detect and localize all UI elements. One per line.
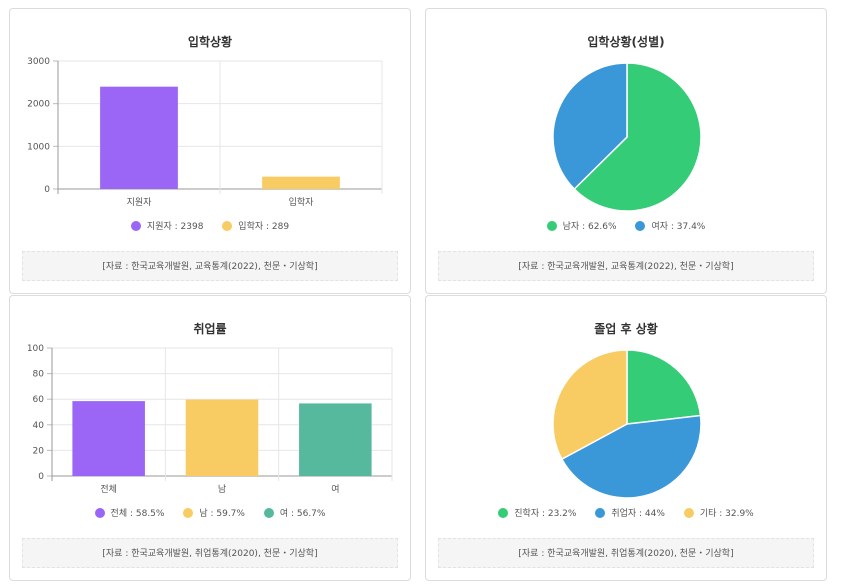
x-tick-label: 여 [331, 483, 339, 495]
chart-title: 입학상황(성별) [587, 35, 665, 49]
legend-label: 취업자 : 44% [611, 509, 665, 519]
bar-2 [185, 399, 259, 476]
x-tick-label: 지원자 [127, 197, 153, 208]
y-tick-label: 80 [33, 370, 45, 380]
x-tick-label: 남 [218, 484, 226, 495]
bar-3 [299, 403, 372, 476]
admission-bar-chart: 0 1000 2000 3000 지원자 입학자 [27, 57, 383, 208]
legend-label: 남자 : 62.6% [562, 222, 617, 232]
legend-label: 기타 : 32.9% [699, 509, 754, 519]
legend-item-admitted[interactable]: 입학자 : 289 [222, 219, 289, 232]
legend-label: 지원자 : 2398 [146, 222, 204, 232]
chart-card-admission-gender: 입학상황(성별) 남자 : 62.6% 여자 : 37.4% [자료 : 한국교… [425, 8, 827, 294]
legend-swatch [683, 507, 694, 518]
legend-swatch [130, 220, 141, 231]
y-tick-label: 0 [38, 472, 44, 482]
legend-swatch [263, 507, 274, 518]
data-source-note: [자료 : 한국교육개발원, 취업통계(2020), 천문・기상학] [438, 538, 814, 568]
legend-item-other[interactable]: 기타 : 32.9% [683, 506, 754, 519]
y-tick-label: 0 [44, 185, 50, 195]
pie-slice-2 [560, 414, 702, 499]
legend-item-further-study[interactable]: 진학자 : 23.2% [498, 506, 576, 519]
legend-swatch [94, 507, 105, 518]
chart-legend: 전체 : 58.5% 남 : 59.7% 여 : 56.7% [10, 506, 410, 519]
chart-legend: 지원자 : 2398 입학자 : 289 [10, 219, 410, 232]
legend-label: 남 : 59.7% [199, 509, 245, 519]
legend-swatch [595, 507, 606, 518]
pie-slice-1 [626, 349, 702, 425]
bar-1 [72, 401, 145, 476]
legend-item-female[interactable]: 여 : 56.7% [263, 506, 326, 519]
x-tick-label: 전체 [100, 484, 117, 495]
pie-slice-3 [552, 349, 628, 461]
y-tick-label: 1000 [27, 142, 50, 152]
data-source-note: [자료 : 한국교육개발원, 취업통계(2020), 천문・기상학] [22, 538, 398, 568]
y-tick-label: 3000 [27, 57, 50, 67]
legend-swatch [222, 220, 233, 231]
legend-label: 입학자 : 289 [238, 222, 290, 232]
legend-item-male[interactable]: 남 : 59.7% [183, 506, 245, 519]
x-tick-label: 입학자 [289, 196, 315, 208]
legend-swatch [546, 220, 557, 231]
legend-label: 진학자 : 23.2% [514, 509, 577, 519]
chart-legend: 진학자 : 23.2% 취업자 : 44% 기타 : 32.9% [426, 506, 826, 519]
chart-title: 취업률 [193, 322, 227, 336]
employment-rate-bar-chart: 0 20 40 60 80 100 전체 남 여 [27, 344, 393, 495]
chart-title: 입학상황 [187, 35, 233, 49]
chart-legend: 남자 : 62.6% 여자 : 37.4% [426, 219, 826, 232]
bar-1 [100, 86, 178, 189]
legend-swatch [635, 220, 646, 231]
after-graduation-pie-chart [552, 349, 702, 499]
bar-2 [262, 176, 340, 189]
legend-label: 여 : 56.7% [279, 509, 326, 519]
chart-card-after-graduation: 졸업 후 상황 진학자 : 23.2% 취업자 : 44% 기타 : 32.9%… [425, 295, 827, 581]
y-tick-label: 100 [27, 344, 44, 354]
admission-gender-pie-chart [552, 62, 702, 212]
legend-item-employed[interactable]: 취업자 : 44% [595, 506, 665, 519]
data-source-note: [자료 : 한국교육개발원, 교육통계(2022), 천문・기상학] [22, 251, 398, 281]
pie-slice-2 [552, 62, 628, 191]
legend-item-total[interactable]: 전체 : 58.5% [94, 506, 165, 519]
y-tick-label: 40 [33, 421, 45, 431]
legend-label: 전체 : 58.5% [110, 509, 165, 519]
y-tick-label: 60 [33, 395, 45, 405]
legend-item-male[interactable]: 남자 : 62.6% [546, 219, 617, 232]
pie-slice-1 [573, 62, 702, 212]
chart-title: 졸업 후 상황 [594, 322, 658, 336]
y-tick-label: 2000 [27, 100, 50, 110]
chart-card-employment-rate: 취업률 0 20 40 60 80 100 전체 남 여 전체 : 58.5% 남 : 59.7… [9, 295, 411, 581]
legend-swatch [183, 507, 194, 518]
legend-label: 여자 : 37.4% [651, 222, 706, 232]
data-source-note: [자료 : 한국교육개발원, 교육통계(2022), 천문・기상학] [438, 251, 814, 281]
legend-swatch [498, 507, 509, 518]
legend-item-female[interactable]: 여자 : 37.4% [635, 219, 705, 232]
y-tick-label: 20 [33, 446, 45, 456]
chart-card-admission: 입학상황 0 1000 2000 3000 지원자 입학자 지원자 : 2398 입학자 … [9, 8, 411, 294]
legend-item-applicants[interactable]: 지원자 : 2398 [130, 219, 204, 232]
